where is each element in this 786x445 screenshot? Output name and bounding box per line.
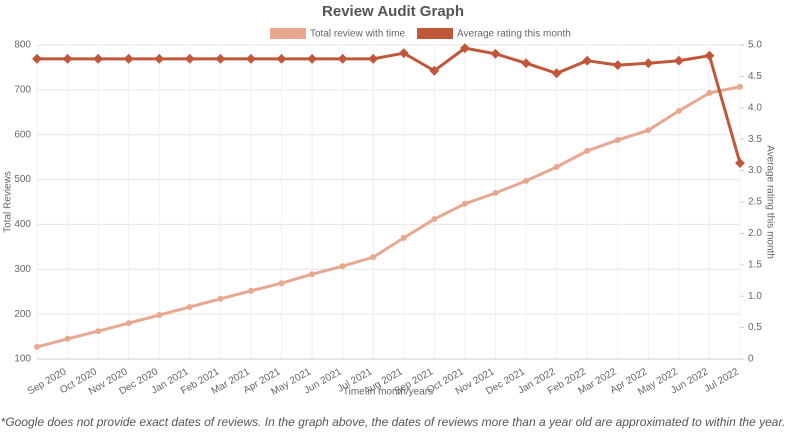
point [307, 53, 318, 64]
point [154, 53, 165, 64]
point [215, 53, 226, 64]
y2-tick-label: 3.0 [748, 165, 762, 176]
point [123, 53, 134, 64]
y2-tick-label: 2.0 [748, 228, 762, 239]
y-tick-label: 200 [14, 309, 31, 320]
y2-tick-label: 4.5 [748, 71, 762, 82]
point [521, 58, 531, 69]
point [125, 320, 132, 327]
point [735, 158, 745, 169]
point [309, 271, 316, 278]
y2-tick-label: 1.5 [748, 259, 762, 270]
point [643, 58, 654, 69]
point [276, 53, 287, 64]
y-tick-label: 400 [14, 219, 31, 230]
y2-tick-label: 1.0 [748, 291, 762, 302]
series-line [37, 46, 742, 164]
x-tick-label: Jul 2022 [703, 366, 742, 395]
y-tick-label: 300 [14, 264, 31, 275]
point [737, 83, 743, 90]
point [184, 53, 195, 64]
point [551, 68, 562, 79]
point [614, 137, 621, 144]
point [95, 328, 102, 335]
legend-label: Average rating this month [457, 29, 571, 40]
y-tick-label: 800 [14, 40, 31, 51]
point [62, 53, 73, 64]
y2-tick-label: 5.0 [748, 40, 762, 51]
point [553, 164, 560, 171]
point [704, 50, 715, 61]
point [337, 53, 348, 64]
legend-swatch [270, 28, 306, 39]
legend-label: Total review with time [310, 29, 405, 40]
legend-swatch [417, 28, 454, 39]
y2-tick-label: 0.5 [748, 322, 762, 333]
y2-tick-label: 2.5 [748, 197, 762, 208]
point [156, 312, 163, 319]
y-tick-label: 500 [14, 174, 31, 185]
point [247, 287, 254, 294]
point [645, 127, 652, 134]
point [368, 53, 379, 64]
y2-tick-label: 3.5 [748, 134, 762, 145]
y2-axis-label: Average rating this month [764, 145, 775, 259]
point [370, 254, 377, 261]
y2-tick-label: 0 [748, 354, 754, 365]
point [93, 53, 104, 64]
point [673, 55, 684, 66]
point [217, 295, 224, 302]
point [278, 280, 285, 287]
point [612, 60, 623, 71]
point [34, 343, 40, 350]
y-tick-label: 700 [14, 84, 31, 95]
y-axis-label: Total Reviews [3, 171, 14, 233]
footnote: *Google does not provide exact dates of … [1, 415, 786, 429]
chart-title: Review Audit Graph [322, 3, 464, 20]
point [431, 216, 438, 223]
point [675, 107, 682, 114]
point [582, 55, 593, 66]
point [64, 335, 71, 342]
point [461, 200, 468, 207]
point [523, 177, 530, 184]
point [492, 190, 499, 197]
point [186, 303, 193, 310]
y-tick-label: 100 [14, 354, 31, 365]
point [490, 48, 501, 59]
point [400, 234, 407, 241]
series-line [36, 85, 741, 349]
y2-tick-label: 4.0 [748, 102, 762, 113]
x-axis-label: Time in month/years [343, 387, 433, 398]
point [246, 53, 256, 64]
point [339, 263, 346, 270]
point [584, 147, 591, 154]
y-tick-label: 600 [14, 129, 31, 140]
point [32, 53, 42, 64]
point [706, 89, 713, 96]
